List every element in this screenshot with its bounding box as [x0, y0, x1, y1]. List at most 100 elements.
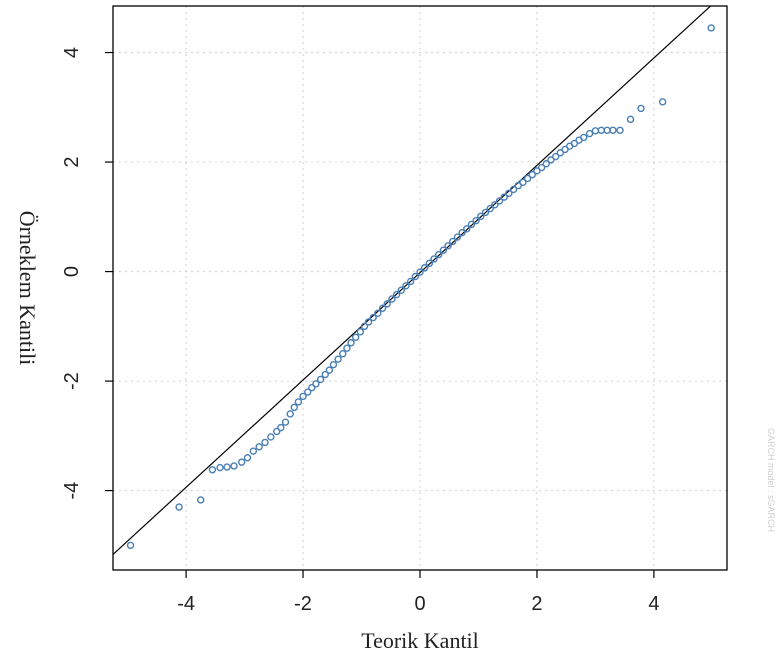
- data-point: [585, 129, 594, 138]
- data-point: [439, 246, 448, 254]
- data-point: [230, 462, 238, 470]
- data-point: [542, 160, 551, 168]
- data-point: [420, 264, 429, 272]
- data-point: [509, 185, 518, 194]
- data-point: [243, 454, 252, 462]
- data-point: [273, 427, 281, 436]
- data-point: [491, 201, 499, 209]
- y-axis: -4 -2 0 2 4: [61, 47, 113, 500]
- data-point: [658, 98, 667, 106]
- data-point: [281, 418, 290, 426]
- data-point: [397, 286, 405, 294]
- data-point: [551, 152, 560, 161]
- y-tick-label: 0: [61, 266, 83, 277]
- data-points: [126, 24, 715, 550]
- y-axis-title: Örneklem Kantili: [15, 211, 40, 366]
- data-point: [316, 375, 325, 384]
- data-point: [505, 189, 513, 197]
- data-point: [223, 463, 231, 471]
- data-point: [343, 344, 351, 352]
- data-point: [616, 126, 624, 134]
- data-point: [237, 458, 246, 466]
- x-tick-label: -2: [294, 593, 312, 615]
- watermark: GARCH model : sGARCH: [766, 428, 776, 532]
- data-point: [267, 433, 275, 441]
- data-point: [406, 277, 415, 286]
- data-point: [591, 127, 600, 135]
- data-point: [347, 339, 355, 347]
- x-tick-label: -4: [177, 593, 195, 615]
- data-point: [444, 242, 452, 250]
- data-point: [294, 398, 303, 406]
- data-point: [383, 300, 391, 308]
- data-point: [637, 104, 645, 113]
- y-tick-label: 4: [61, 47, 83, 58]
- data-point: [500, 193, 508, 201]
- data-point: [339, 350, 347, 358]
- x-tick-label: 0: [414, 593, 425, 615]
- data-point: [392, 290, 401, 299]
- data-point: [472, 216, 480, 225]
- data-point: [334, 355, 342, 363]
- data-point: [277, 423, 285, 432]
- data-point: [467, 220, 476, 229]
- data-point: [290, 403, 298, 412]
- x-tick-label: 4: [648, 593, 659, 615]
- data-point: [299, 392, 307, 401]
- data-point: [321, 370, 329, 379]
- data-point: [369, 313, 377, 322]
- reference-line-layer: [113, 6, 712, 556]
- data-point: [603, 126, 611, 134]
- data-point: [411, 272, 420, 281]
- data-point: [312, 380, 320, 388]
- data-point: [325, 366, 334, 374]
- data-point: [425, 259, 434, 268]
- data-point: [304, 388, 312, 396]
- data-point: [356, 328, 365, 336]
- data-point: [197, 496, 205, 504]
- y-tick-label: -2: [61, 372, 83, 390]
- data-point: [458, 228, 466, 237]
- data-point: [126, 541, 135, 550]
- data-point: [486, 204, 494, 213]
- data-point: [249, 447, 258, 455]
- data-point: [626, 115, 635, 124]
- data-point: [402, 282, 410, 290]
- data-point: [175, 503, 183, 511]
- data-point: [537, 163, 546, 172]
- data-point: [351, 333, 360, 341]
- data-point: [255, 443, 263, 451]
- data-point: [481, 208, 490, 217]
- data-point: [416, 268, 424, 276]
- data-point: [261, 438, 269, 447]
- data-point: [329, 360, 338, 369]
- y-tick-label: 2: [61, 156, 83, 167]
- x-axis-title: Teorik Kantil: [361, 628, 479, 653]
- data-point: [519, 178, 527, 187]
- data-point: [707, 24, 715, 32]
- data-point: [453, 233, 462, 241]
- data-point: [378, 304, 387, 312]
- data-point: [463, 225, 471, 233]
- data-point: [523, 174, 532, 183]
- data-point: [477, 212, 485, 220]
- data-point: [597, 126, 605, 134]
- data-point: [216, 463, 224, 472]
- data-point: [374, 309, 382, 317]
- data-point: [435, 250, 443, 259]
- data-point: [449, 237, 457, 246]
- data-point: [495, 197, 504, 205]
- x-axis: -4 -2 0 2 4: [177, 570, 659, 615]
- data-point: [208, 466, 217, 474]
- data-point: [286, 410, 294, 418]
- data-point: [580, 133, 588, 142]
- y-tick-label: -4: [61, 482, 83, 500]
- data-point: [388, 295, 396, 303]
- data-point: [528, 170, 536, 179]
- data-point: [430, 255, 438, 263]
- x-tick-label: 2: [531, 593, 542, 615]
- data-point: [364, 318, 373, 326]
- data-point: [308, 383, 316, 392]
- data-point: [609, 126, 617, 134]
